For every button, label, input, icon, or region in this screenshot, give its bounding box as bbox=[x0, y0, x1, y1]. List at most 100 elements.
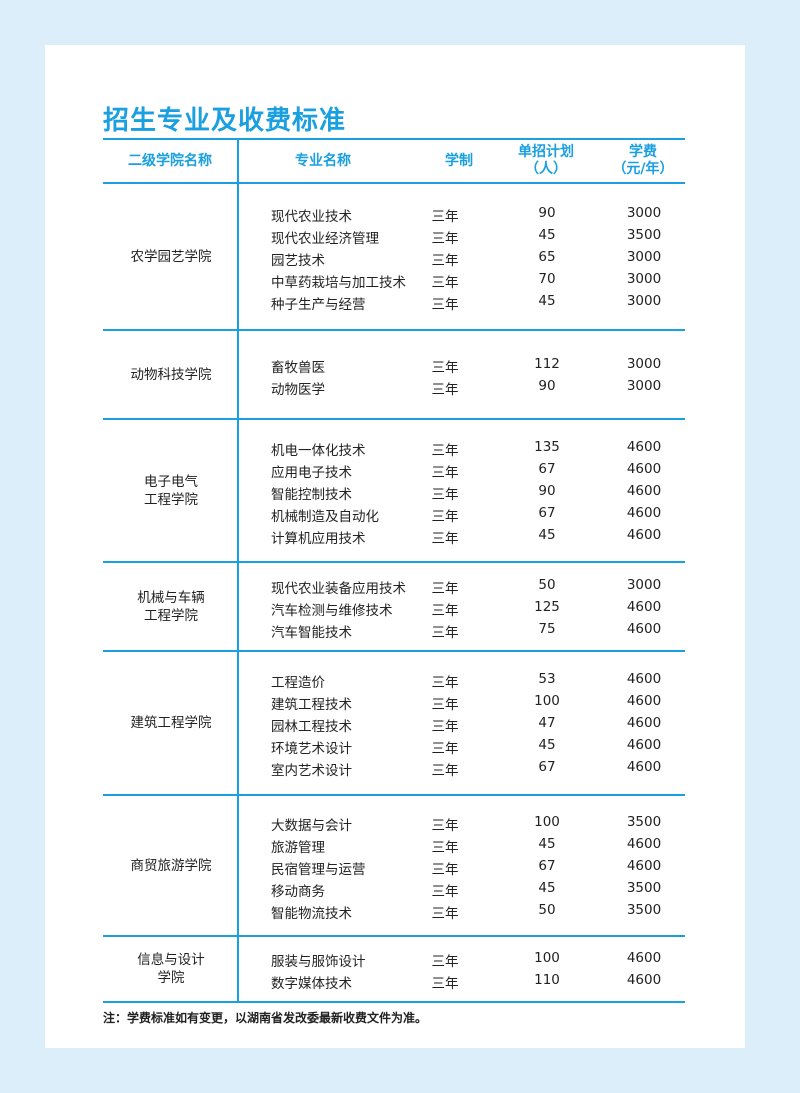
tuition-fee: 4600 bbox=[626, 715, 662, 731]
study-length: 三年 bbox=[431, 954, 459, 970]
table-row: 汽车智能技术 三年 75 4600 bbox=[239, 618, 685, 641]
major-name: 机电一体化技术 bbox=[271, 442, 366, 459]
header-major: 专业名称 bbox=[295, 152, 351, 169]
major-name: 动物医学 bbox=[271, 381, 325, 398]
tuition-fee: 3500 bbox=[626, 226, 662, 243]
table-row: 智能控制技术 三年 90 4600 bbox=[239, 480, 685, 503]
enrollment-plan: 90 bbox=[538, 377, 556, 394]
college-group: 农学园艺学院 现代农业技术 三年 90 3000 现代农业经济管理 三年 45 3500 园艺技术… bbox=[103, 184, 685, 331]
study-length: 三年 bbox=[431, 381, 459, 398]
tuition-fee: 3000 bbox=[626, 377, 662, 394]
college-group: 商贸旅游学院 大数据与会计 三年 100 3500 旅游管理 三年 45 4600 民宿管理与运营… bbox=[103, 796, 685, 937]
table-row: 动物医学 三年 90 3000 bbox=[239, 375, 685, 398]
table-row: 中草药栽培与加工技术 三年 70 3000 bbox=[239, 268, 685, 291]
college-name: 商贸旅游学院 bbox=[130, 857, 212, 874]
enrollment-plan: 90 bbox=[538, 482, 556, 499]
college-name: 动物科技学院 bbox=[130, 366, 212, 383]
tuition-fee: 4600 bbox=[626, 759, 662, 775]
study-length: 三年 bbox=[431, 697, 459, 713]
header-college: 二级学院名称 bbox=[128, 152, 212, 169]
column-divider bbox=[237, 420, 239, 561]
table-row: 应用电子技术 三年 67 4600 bbox=[239, 458, 685, 481]
table-row: 旅游管理 三年 45 4600 bbox=[239, 833, 685, 856]
table-row: 汽车检测与维修技术 三年 125 4600 bbox=[239, 596, 685, 619]
study-length: 三年 bbox=[431, 508, 459, 525]
table-header: 二级学院名称 专业名称 学制 单招计划 （人） 学费 （元/年） bbox=[103, 138, 685, 184]
study-length: 三年 bbox=[431, 741, 459, 757]
study-length: 三年 bbox=[431, 442, 459, 459]
enrollment-plan: 67 bbox=[538, 857, 556, 874]
major-name: 中草药栽培与加工技术 bbox=[271, 274, 406, 291]
major-name: 现代农业装备应用技术 bbox=[271, 580, 406, 597]
study-length: 三年 bbox=[431, 530, 459, 547]
tuition-fee: 3500 bbox=[626, 879, 662, 896]
major-list: 大数据与会计 三年 100 3500 旅游管理 三年 45 4600 民宿管理与运营 三年 67 46… bbox=[239, 796, 685, 935]
enrollment-plan: 112 bbox=[534, 355, 560, 372]
tuition-fee: 3000 bbox=[626, 270, 662, 287]
study-length: 三年 bbox=[431, 274, 459, 291]
major-name: 工程造价 bbox=[271, 675, 325, 691]
enrollment-plan: 53 bbox=[538, 671, 556, 687]
table-row: 工程造价 三年 53 4600 bbox=[239, 668, 685, 691]
study-length: 三年 bbox=[431, 763, 459, 779]
major-name: 智能物流技术 bbox=[271, 905, 352, 922]
major-name: 环境艺术设计 bbox=[271, 741, 352, 757]
tuition-fee: 4600 bbox=[626, 671, 662, 687]
college-group: 信息与设计 学院 服装与服饰设计 三年 100 4600 数字媒体技术 三年 110 4600 bbox=[103, 937, 685, 1003]
header-plan: 单招计划 （人） bbox=[518, 144, 574, 177]
enrollment-plan: 67 bbox=[538, 504, 556, 521]
enrollment-plan: 100 bbox=[534, 813, 560, 830]
table-row: 机械制造及自动化 三年 67 4600 bbox=[239, 502, 685, 525]
enrollment-plan: 45 bbox=[538, 226, 556, 243]
table-row: 民宿管理与运营 三年 67 4600 bbox=[239, 855, 685, 878]
college-name: 建筑工程学院 bbox=[130, 715, 212, 731]
major-name: 民宿管理与运营 bbox=[271, 861, 366, 878]
tuition-fee: 3000 bbox=[626, 576, 662, 593]
table-row: 计算机应用技术 三年 45 4600 bbox=[239, 524, 685, 547]
college-group: 电子电气 工程学院 机电一体化技术 三年 135 4600 应用电子技术 三年 67 4600 智… bbox=[103, 420, 685, 563]
table-row: 环境艺术设计 三年 45 4600 bbox=[239, 734, 685, 757]
study-length: 三年 bbox=[431, 719, 459, 735]
study-length: 三年 bbox=[431, 230, 459, 247]
tuition-fee: 3500 bbox=[626, 901, 662, 918]
major-name: 畜牧兽医 bbox=[271, 359, 325, 376]
enrollment-plan: 70 bbox=[538, 270, 556, 287]
footnote: 注：学费标准如有变更，以湖南省发改委最新收费文件为准。 bbox=[103, 1011, 428, 1025]
table-row: 服装与服饰设计 三年 100 4600 bbox=[239, 947, 685, 970]
table-row: 畜牧兽医 三年 112 3000 bbox=[239, 353, 685, 376]
study-length: 三年 bbox=[431, 208, 459, 225]
table-row: 机电一体化技术 三年 135 4600 bbox=[239, 436, 685, 459]
enrollment-plan: 67 bbox=[538, 759, 556, 775]
study-length: 三年 bbox=[431, 602, 459, 619]
study-length: 三年 bbox=[431, 486, 459, 503]
tuition-fee: 3500 bbox=[626, 813, 662, 830]
college-name: 信息与设计 学院 bbox=[137, 952, 205, 986]
major-name: 建筑工程技术 bbox=[271, 697, 352, 713]
major-list: 机电一体化技术 三年 135 4600 应用电子技术 三年 67 4600 智能控制技术 三年 90… bbox=[239, 420, 685, 561]
college-name: 电子电气 工程学院 bbox=[144, 473, 198, 508]
tuition-fee: 4600 bbox=[626, 598, 662, 615]
tuition-fee: 4600 bbox=[626, 620, 662, 637]
study-length: 三年 bbox=[431, 976, 459, 992]
enrollment-plan: 100 bbox=[534, 693, 560, 709]
header-length: 学制 bbox=[445, 152, 473, 169]
enrollment-plan: 50 bbox=[538, 576, 556, 593]
enrollment-plan: 47 bbox=[538, 715, 556, 731]
study-length: 三年 bbox=[431, 839, 459, 856]
major-name: 机械制造及自动化 bbox=[271, 508, 379, 525]
table-row: 园艺技术 三年 65 3000 bbox=[239, 246, 685, 269]
major-name: 旅游管理 bbox=[271, 839, 325, 856]
college-group: 机械与车辆 工程学院 现代农业装备应用技术 三年 50 3000 汽车检测与维修技术 三年 1… bbox=[103, 563, 685, 652]
major-list: 工程造价 三年 53 4600 建筑工程技术 三年 100 4600 园林工程技术 三年 47 460… bbox=[239, 652, 685, 794]
fee-table: 二级学院名称 专业名称 学制 单招计划 （人） 学费 （元/年） 农学园艺学院现… bbox=[103, 138, 685, 1003]
enrollment-plan: 45 bbox=[538, 526, 556, 543]
study-length: 三年 bbox=[431, 464, 459, 481]
tuition-fee: 4600 bbox=[626, 972, 662, 988]
tuition-fee: 4600 bbox=[626, 950, 662, 966]
enrollment-plan: 65 bbox=[538, 248, 556, 265]
enrollment-plan: 135 bbox=[534, 438, 560, 455]
major-name: 汽车检测与维修技术 bbox=[271, 602, 393, 619]
tuition-fee: 3000 bbox=[626, 292, 662, 309]
table-row: 数字媒体技术 三年 110 4600 bbox=[239, 969, 685, 992]
study-length: 三年 bbox=[431, 252, 459, 269]
